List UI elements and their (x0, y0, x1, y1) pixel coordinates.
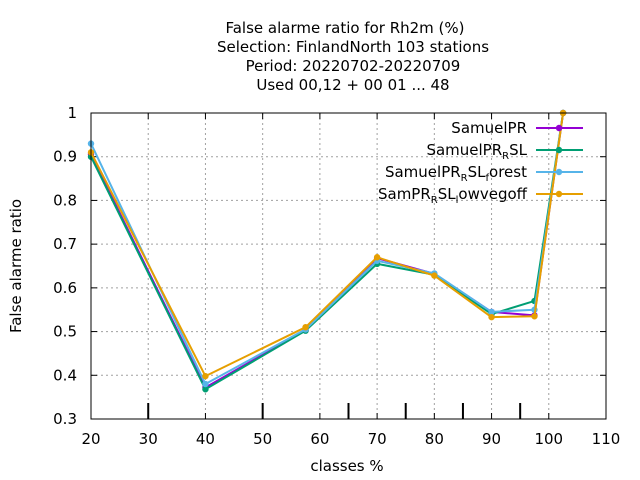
series-group (87, 109, 567, 393)
y-tick-label: 0.4 (53, 366, 77, 384)
chart-title: False alarme ratio for Rh2m (%) Selectio… (217, 19, 489, 94)
x-tick-label: 30 (139, 430, 158, 448)
y-tick-label: 0.7 (53, 235, 77, 253)
y-tick-label: 1 (67, 104, 77, 122)
legend-item-1: SamuelPR (451, 119, 583, 137)
data-point (431, 272, 438, 279)
x-tick-label: 70 (368, 430, 387, 448)
data-point (488, 308, 495, 316)
legend-point-sample (555, 124, 563, 132)
data-point (202, 386, 209, 393)
title-line-1: False alarme ratio for Rh2m (%) (225, 19, 464, 37)
legend-label: SamuelPR (451, 119, 527, 137)
legend-label: SamuelPRRSLforest (385, 163, 527, 184)
data-point (302, 324, 309, 331)
legend-label: SamuelPRRSL (426, 141, 527, 162)
grid (91, 113, 606, 419)
legend-item-3: SamuelPRRSLforest (385, 163, 583, 184)
legend: SamuelPR SamuelPRRSLSamuelPRRSLforestSamP… (378, 119, 583, 206)
x-tick-label: 90 (482, 430, 501, 448)
y-tick-label: 0.9 (53, 148, 77, 166)
data-point (488, 313, 495, 321)
series-line (90, 112, 565, 378)
legend-item-4: SamPRRSLlowvegoff (378, 185, 583, 206)
y-tick-label: 0.5 (53, 323, 77, 341)
y-tick-label: 0.3 (53, 410, 77, 428)
title-line-4: Used 00,12 + 00 01 ... 48 (256, 76, 449, 94)
title-line-2: Selection: FinlandNorth 103 stations (217, 38, 489, 56)
data-point (373, 254, 381, 261)
data-point (202, 380, 209, 388)
legend-item-2: SamuelPRRSL (426, 141, 583, 162)
data-point (531, 313, 538, 320)
y-axis-label: False alarme ratio (7, 199, 25, 333)
title-line-3: Period: 20220702-20220709 (246, 57, 461, 75)
legend-label: SamPRRSLlowvegoff (378, 185, 528, 206)
series-line (90, 112, 565, 391)
x-axis-label: classes % (310, 457, 383, 475)
series-4 (87, 109, 567, 380)
axis-ticks: 20 30 40 50 60 70 80 90 100 110 0.3 0.4 0.5 0.6 0.7 0.8… (53, 104, 620, 448)
y-tick-label: 0.6 (53, 279, 77, 297)
legend-point-sample (555, 168, 563, 176)
x-tick-label: 50 (253, 430, 272, 448)
x-tick-label: 100 (534, 430, 563, 448)
plot-frame (90, 112, 607, 420)
legend-point-sample (555, 146, 563, 154)
x-tick-label: 80 (425, 430, 444, 448)
x-tick-label: 40 (196, 430, 215, 448)
x-tick-label: 20 (81, 430, 100, 448)
data-point (202, 372, 209, 380)
x-tick-label: 110 (592, 430, 621, 448)
legend-point-sample (555, 190, 563, 198)
y-tick-label: 0.8 (53, 191, 77, 209)
x-tick-label: 60 (310, 430, 329, 448)
